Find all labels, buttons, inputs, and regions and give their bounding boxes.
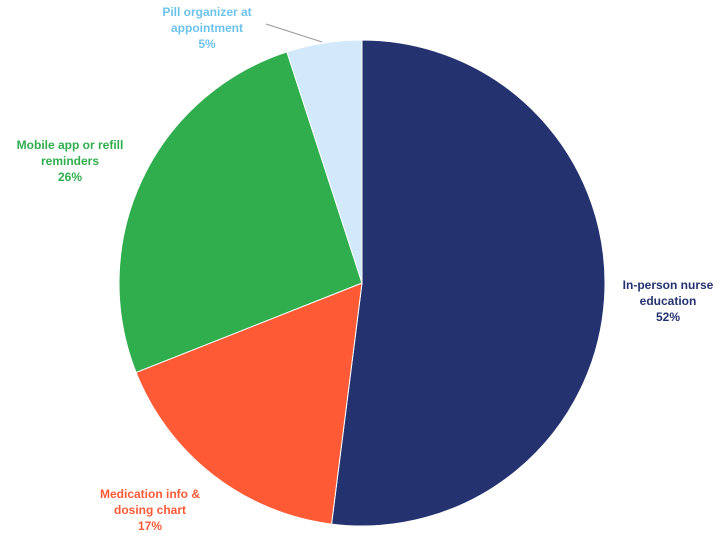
data-label: Medication info & dosing chart 17% — [85, 486, 215, 534]
category-label: In-person nurse education — [622, 278, 714, 308]
value-label: 52% — [655, 310, 681, 324]
pie-slice — [330, 39, 606, 527]
data-label: In-person nurse education 52% — [613, 277, 723, 325]
pie-slice — [135, 282, 363, 525]
leader-line — [265, 23, 323, 43]
category-label: Mobile app or refill reminders — [16, 138, 124, 168]
category-label: Pill organizer at appointment — [162, 5, 252, 35]
pie-slice — [286, 39, 363, 284]
data-label: Pill organizer at appointment 5% — [152, 4, 262, 52]
data-label: Mobile app or refill reminders 26% — [5, 137, 135, 185]
category-label: Medication info & dosing chart — [100, 487, 200, 517]
pie-slice — [118, 51, 363, 374]
value-label: 17% — [137, 519, 163, 533]
value-label: 5% — [198, 37, 216, 51]
value-label: 26% — [57, 170, 83, 184]
